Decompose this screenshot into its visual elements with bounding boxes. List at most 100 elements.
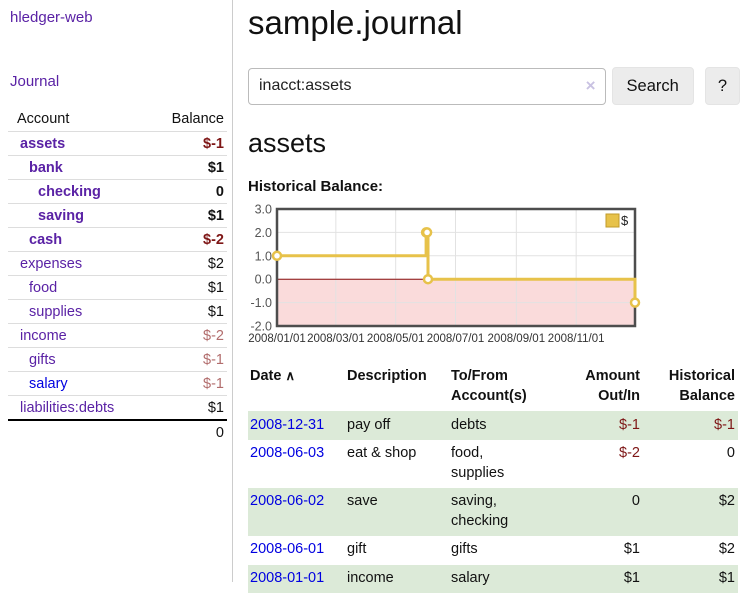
account-name-cell: saving bbox=[8, 204, 144, 228]
account-name-cell: cash bbox=[8, 228, 144, 252]
description-cell: gift bbox=[345, 536, 449, 565]
account-name-cell: food bbox=[8, 276, 144, 300]
account-link[interactable]: cash bbox=[29, 232, 62, 248]
y-axis-tick-label: -1.0 bbox=[250, 296, 272, 310]
account-name-cell: checking bbox=[8, 180, 144, 204]
accounts-table: Account Balance assets $-1 bank $1 checking 0… bbox=[8, 107, 227, 444]
account-link[interactable]: gifts bbox=[29, 352, 56, 368]
account-row: saving $1 bbox=[8, 204, 227, 228]
account-link[interactable]: income bbox=[20, 328, 67, 344]
balance-cell: $2 bbox=[643, 536, 738, 565]
date-cell: 2008-01-01 bbox=[248, 565, 345, 593]
accounts-cell: food, supplies bbox=[449, 440, 548, 488]
legend-label: $ bbox=[621, 213, 629, 228]
accounts-total-balance: 0 bbox=[144, 420, 227, 444]
transaction-date-link[interactable]: 2008-01-01 bbox=[250, 570, 324, 586]
balance-cell: $2 bbox=[643, 488, 738, 536]
transaction-date-link[interactable]: 2008-06-03 bbox=[250, 445, 324, 461]
y-axis-tick-label: 0.0 bbox=[255, 273, 272, 287]
accounts-header-account: Account bbox=[8, 107, 144, 132]
amount-cell: $-2 bbox=[548, 440, 643, 488]
main-panel: sample.journal × Search ? assets Histori… bbox=[248, 0, 740, 593]
account-link[interactable]: liabilities:debts bbox=[20, 400, 114, 416]
app-brand: hledger-web bbox=[10, 9, 232, 26]
accounts-header-balance: Balance bbox=[144, 107, 227, 132]
account-link[interactable]: food bbox=[29, 280, 57, 296]
account-link[interactable]: expenses bbox=[20, 256, 82, 272]
amount-cell: 0 bbox=[548, 488, 643, 536]
transaction-date-link[interactable]: 2008-12-31 bbox=[250, 417, 324, 433]
account-link[interactable]: bank bbox=[29, 160, 63, 176]
account-balance: $1 bbox=[144, 276, 227, 300]
account-balance: $1 bbox=[144, 204, 227, 228]
amount-cell: $1 bbox=[548, 565, 643, 593]
data-point-marker bbox=[273, 252, 281, 260]
accounts-cell: salary bbox=[449, 565, 548, 593]
account-balance: $1 bbox=[144, 156, 227, 180]
legend-swatch-icon bbox=[606, 214, 619, 227]
account-balance: $-1 bbox=[144, 348, 227, 372]
description-cell: eat & shop bbox=[345, 440, 449, 488]
account-link[interactable]: supplies bbox=[29, 304, 82, 320]
account-row: income$-2 bbox=[8, 324, 227, 348]
data-point-marker bbox=[423, 228, 431, 236]
account-row: expenses$2 bbox=[8, 252, 227, 276]
date-cell: 2008-06-02 bbox=[248, 488, 345, 536]
y-axis-tick-label: 1.0 bbox=[255, 249, 272, 263]
account-row: gifts $-1 bbox=[8, 348, 227, 372]
account-row: bank $1 bbox=[8, 156, 227, 180]
account-link[interactable]: saving bbox=[38, 208, 84, 224]
account-name-cell: expenses bbox=[8, 252, 144, 276]
description-cell: pay off bbox=[345, 411, 449, 440]
account-row: salary$-1 bbox=[8, 372, 227, 396]
account-row: liabilities:debts $1 bbox=[8, 396, 227, 421]
transaction-date-link[interactable]: 2008-06-01 bbox=[250, 541, 324, 557]
account-link[interactable]: assets bbox=[20, 136, 65, 152]
register-header-date[interactable]: Date∧ bbox=[248, 364, 345, 411]
account-link[interactable]: salary bbox=[29, 376, 68, 392]
description-cell: save bbox=[345, 488, 449, 536]
account-heading: assets bbox=[248, 128, 740, 159]
x-axis-tick-label: 2008/03/01 bbox=[307, 333, 365, 345]
account-balance: 0 bbox=[144, 180, 227, 204]
amount-cell: $1 bbox=[548, 536, 643, 565]
balance-cell: 0 bbox=[643, 440, 738, 488]
account-name-cell: supplies bbox=[8, 300, 144, 324]
account-row: assets $-1 bbox=[8, 132, 227, 156]
account-balance: $1 bbox=[144, 300, 227, 324]
balance-cell: $-1 bbox=[643, 411, 738, 440]
date-cell: 2008-06-01 bbox=[248, 536, 345, 565]
x-axis-tick-label: 2008/11/01 bbox=[548, 333, 605, 345]
search-input[interactable] bbox=[248, 68, 606, 105]
account-row: cash$-2 bbox=[8, 228, 227, 252]
account-row: checking 0 bbox=[8, 180, 227, 204]
help-button[interactable]: ? bbox=[705, 67, 740, 105]
search-button[interactable]: Search bbox=[612, 67, 694, 105]
account-name-cell: bank bbox=[8, 156, 144, 180]
account-balance: $1 bbox=[144, 396, 227, 421]
y-axis-tick-label: 2.0 bbox=[255, 226, 272, 240]
date-cell: 2008-12-31 bbox=[248, 411, 345, 440]
transaction-date-link[interactable]: 2008-06-02 bbox=[250, 493, 324, 509]
nav-journal-link[interactable]: Journal bbox=[10, 73, 232, 90]
accounts-cell: saving, checking bbox=[449, 488, 548, 536]
account-name-cell: assets bbox=[8, 132, 144, 156]
x-axis-tick-label: 2008/01/01 bbox=[248, 333, 306, 345]
account-name-cell: salary bbox=[8, 372, 144, 396]
account-link[interactable]: checking bbox=[38, 184, 101, 200]
clear-search-icon[interactable]: × bbox=[586, 76, 596, 96]
balance-cell: $1 bbox=[643, 565, 738, 593]
account-balance: $-1 bbox=[144, 132, 227, 156]
sidebar: hledger-web Journal Account Balance asse… bbox=[0, 0, 233, 582]
data-point-marker bbox=[424, 275, 432, 283]
data-point-marker bbox=[631, 299, 639, 307]
register-header-description: Description bbox=[345, 364, 449, 411]
